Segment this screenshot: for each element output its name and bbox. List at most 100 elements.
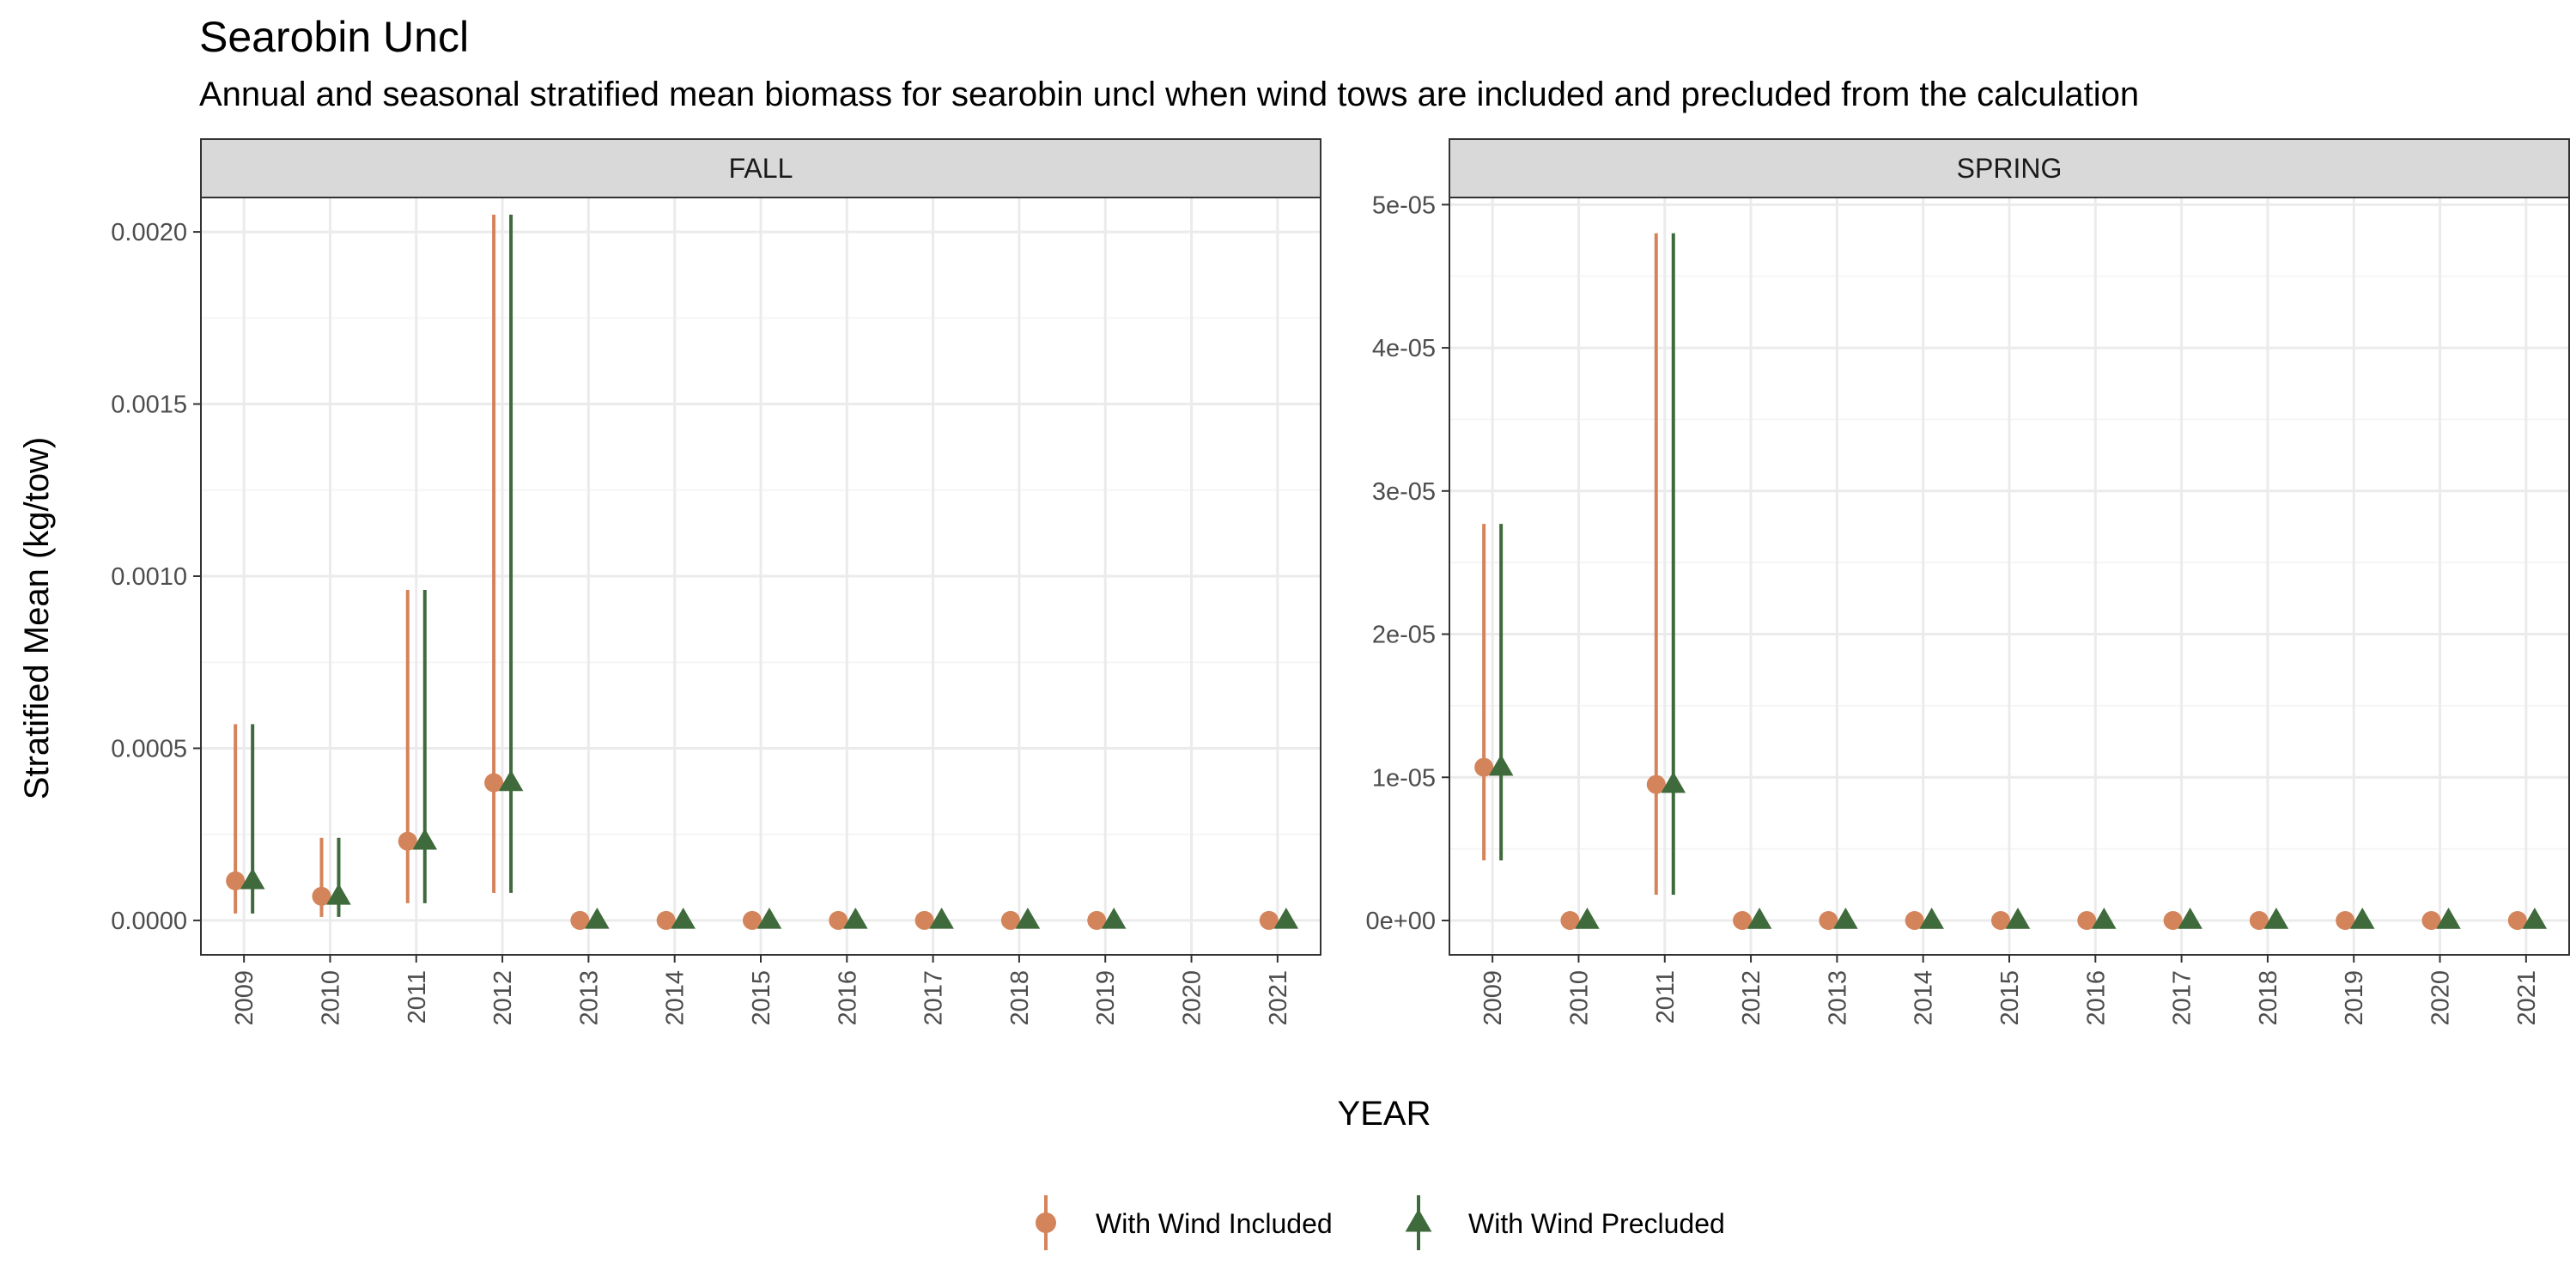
y-tick-label: 1e-05 (1372, 764, 1436, 792)
data-point-triangle (2178, 908, 2202, 929)
x-tick-label: 2020 (2427, 970, 2455, 1026)
y-tick-label: 4e-05 (1372, 335, 1436, 362)
panel-fall: FALL 0.0000 0.0005 0.0010 0.0015 0.0020 2009 20… (111, 138, 1321, 1026)
x-tick-label: 2018 (2255, 970, 2282, 1026)
data-point-circle (829, 910, 848, 930)
data-point-triangle (1488, 754, 1514, 776)
y-tick-label: 0.0020 (111, 219, 187, 246)
legend-label: With Wind Precluded (1468, 1208, 1725, 1239)
x-axis-title: YEAR (1338, 1095, 1431, 1133)
data-point-circle (1560, 910, 1580, 930)
y-axis-title: Stratified Mean (kg/tow) (18, 437, 56, 799)
panel-spring: SPRING 0e+00 1e-05 2e-05 3e-05 4e-05 5e-05 2009… (1366, 138, 2570, 1026)
data-point-triangle (1919, 908, 1944, 929)
x-tick-label: 2010 (317, 970, 344, 1026)
data-point-circle (2421, 910, 2441, 930)
data-point-circle (398, 831, 417, 851)
y-tick-label: 0e+00 (1366, 908, 1436, 935)
data-point-triangle (929, 907, 954, 929)
data-point-triangle (671, 907, 696, 929)
x-tick-label: 2017 (920, 970, 948, 1026)
legend-key-triangle (1405, 1208, 1432, 1232)
data-point-circle (1000, 910, 1020, 930)
data-point-triangle (1747, 908, 1772, 929)
x-tick-label: 2021 (2513, 970, 2541, 1026)
data-point-triangle (498, 769, 524, 792)
data-point-circle (1087, 910, 1107, 930)
x-tick-label: 2019 (1092, 970, 1120, 1026)
data-point-triangle (1273, 907, 1299, 929)
data-point-triangle (412, 828, 438, 850)
x-tick-label: 2013 (1824, 970, 1851, 1026)
data-point-circle (226, 871, 246, 890)
data-point-triangle (843, 907, 868, 929)
chart-subtitle: Annual and seasonal stratified mean biom… (199, 76, 2140, 113)
data-point-circle (1733, 910, 1753, 930)
x-tick-label: 2010 (1565, 970, 1593, 1026)
y-tick-label: 2e-05 (1372, 622, 1436, 649)
data-point-circle (914, 910, 934, 930)
data-point-circle (1819, 910, 1838, 930)
x-tick-label: 2016 (834, 970, 861, 1026)
chart-title: Searobin Uncl (199, 13, 470, 61)
data-point-triangle (2522, 908, 2548, 929)
x-tick-label: 2017 (2169, 970, 2196, 1026)
data-point-circle (2163, 910, 2183, 930)
data-point-triangle (756, 907, 782, 929)
data-point-circle (570, 910, 590, 930)
data-point-circle (1905, 910, 1924, 930)
data-point-circle (1991, 910, 2010, 930)
series-wind-included (1474, 233, 2527, 930)
x-tick-label: 2015 (1996, 970, 2024, 1026)
data-point-triangle (1833, 908, 1858, 929)
data-point-circle (484, 773, 504, 793)
x-tick-label: 2019 (2341, 970, 2368, 1026)
x-tick-label: 2009 (231, 970, 258, 1026)
y-tick-label: 3e-05 (1372, 478, 1436, 506)
data-point-triangle (326, 883, 351, 905)
data-point-circle (2249, 910, 2269, 930)
x-tick-label: 2015 (748, 970, 775, 1026)
facet-strip-label: FALL (729, 153, 793, 184)
data-point-circle (1259, 910, 1279, 930)
series-wind-precluded (1488, 233, 2548, 929)
legend-item-wind-included: With Wind Included (1036, 1195, 1333, 1250)
x-tick-label: 2018 (1006, 970, 1034, 1026)
legend-label: With Wind Included (1096, 1208, 1333, 1239)
data-point-triangle (240, 867, 265, 890)
data-point-circle (1474, 757, 1494, 777)
data-point-triangle (1015, 907, 1041, 929)
legend: With Wind Included With Wind Precluded (1036, 1195, 1725, 1250)
x-tick-label: 2014 (662, 970, 690, 1026)
legend-item-wind-precluded: With Wind Precluded (1405, 1195, 1725, 1250)
x-tick-label: 2014 (1911, 970, 1938, 1026)
facet-strip-label: SPRING (1957, 153, 2063, 184)
data-point-triangle (2005, 908, 2031, 929)
data-point-triangle (1575, 908, 1600, 929)
x-tick-label: 2021 (1265, 970, 1292, 1026)
x-tick-label: 2012 (1738, 970, 1765, 1026)
y-tick-label: 5e-05 (1372, 191, 1436, 219)
x-tick-label: 2011 (1652, 970, 1680, 1024)
data-point-circle (2507, 910, 2527, 930)
y-tick-label: 0.0000 (111, 908, 187, 935)
x-tick-label: 2012 (489, 970, 517, 1026)
data-point-triangle (2436, 908, 2461, 929)
data-point-triangle (2263, 908, 2289, 929)
facet-strip (1449, 138, 2570, 198)
x-tick-label: 2020 (1179, 970, 1206, 1026)
data-point-triangle (1101, 907, 1127, 929)
data-point-circle (312, 886, 331, 906)
series-wind-precluded (240, 215, 1299, 929)
data-point-triangle (1661, 771, 1686, 793)
series-wind-included (226, 215, 1279, 930)
data-point-circle (656, 910, 676, 930)
data-point-triangle (2349, 908, 2375, 929)
y-tick-label: 0.0015 (111, 392, 187, 419)
x-tick-label: 2009 (1479, 970, 1507, 1026)
x-tick-label: 2016 (2082, 970, 2110, 1026)
data-point-circle (1646, 775, 1666, 794)
data-point-circle (743, 910, 762, 930)
x-tick-label: 2013 (575, 970, 603, 1026)
